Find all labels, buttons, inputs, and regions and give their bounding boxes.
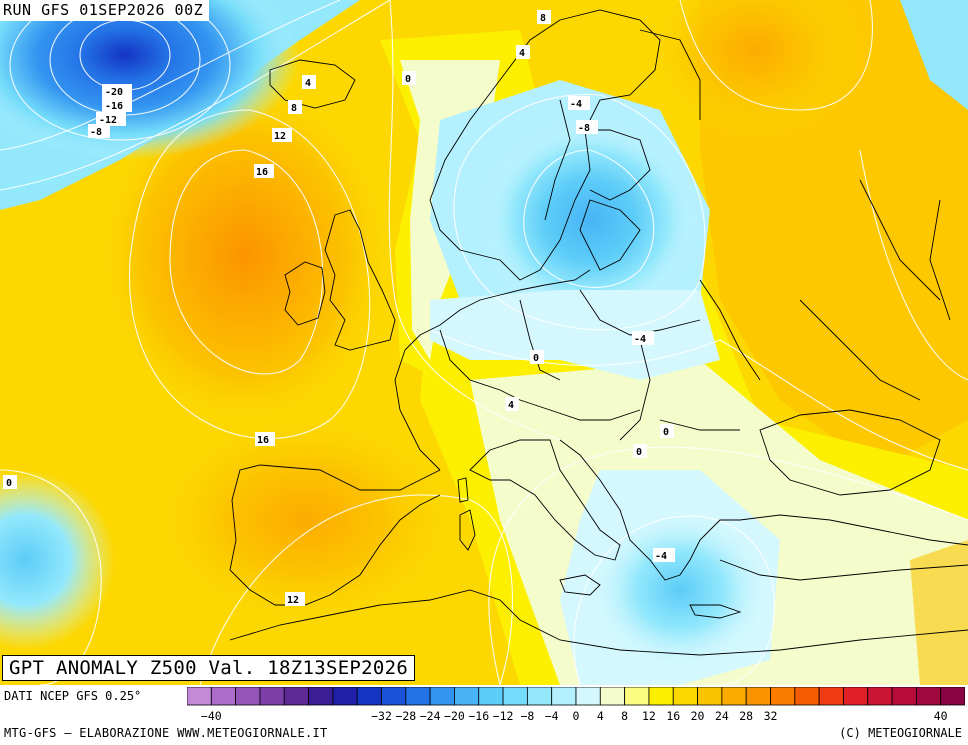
color-swatch [648,687,674,706]
contour-labels: -20 -16 -12 -8 4 8 12 16 0 8 4 -4 -8 -4 … [3,10,675,606]
contour-label: 16 [257,435,269,446]
contour-label: 12 [274,131,286,142]
color-swatch [235,687,261,706]
contour-label: 8 [540,13,546,24]
color-swatch [697,687,723,706]
contour-label: 4 [508,400,514,411]
color-swatch [818,687,844,706]
color-swatch [745,687,771,706]
contour-label: 0 [636,447,642,458]
color-swatch [454,687,480,706]
scale-tick-label: 0 [573,709,580,723]
contour-label: 4 [519,48,525,59]
footer-credits: MTG-GFS – ELABORAZIONE WWW.METEOGIORNALE… [4,726,328,740]
scale-tick-label: −32 [371,709,392,723]
contour-label: -8 [578,123,590,134]
contour-label: 0 [533,353,539,364]
scale-tick-label: −8 [520,709,534,723]
scale-tick-label: −24 [420,709,441,723]
run-label: RUN GFS 01SEP2026 00Z [0,0,210,21]
color-swatch [794,687,820,706]
color-swatch [283,687,309,706]
scale-tick-label: 32 [764,709,778,723]
contour-label: -8 [90,127,102,138]
scale-tick-label: 12 [642,709,656,723]
contour-label: 0 [6,478,12,489]
scale-tick-label: −28 [395,709,416,723]
contour-label: -4 [634,334,646,345]
color-swatch [429,687,455,706]
color-swatch [867,687,893,706]
color-swatch [187,687,212,706]
scale-tick-label: −20 [444,709,465,723]
scale-tick-label: 16 [666,709,680,723]
footer-copyright: (C) METEOGIORNALE [839,726,962,740]
color-swatch [478,687,504,706]
scale-tick-label: −40 [201,709,222,723]
color-swatch [940,687,965,706]
scale-tick-label: 40 [934,709,948,723]
scale-tick-label: −16 [468,709,489,723]
scale-tick-label: 28 [739,709,753,723]
scale-tick-label: 8 [621,709,628,723]
contour-label: 0 [405,74,411,85]
color-swatch [575,687,601,706]
map-title: GPT ANOMALY Z500 Val. 18Z13SEP2026 [2,655,416,681]
contour-label: 4 [305,78,311,89]
contour-label: -4 [655,551,667,562]
scale-tick-label: −12 [493,709,514,723]
color-swatch [332,687,358,706]
contour-label: -12 [99,115,117,126]
color-swatch [624,687,650,706]
contour-label: 12 [287,595,299,606]
color-swatch [526,687,553,706]
anomaly-map: -20 -16 -12 -8 4 8 12 16 0 8 4 -4 -8 -4 … [0,0,968,685]
contour-label: -16 [105,101,123,112]
color-swatch [843,687,869,706]
color-swatch [381,687,407,706]
color-swatch [599,687,626,706]
color-swatch [551,687,577,706]
color-swatch [308,687,334,706]
color-swatch [770,687,796,706]
color-swatch [405,687,431,706]
color-scale-legend: −40 −32 −28 −24 −20 −16 −12 −8 −4 0 4 8 12 16 20 24 28 32… [187,687,965,723]
color-swatch [721,687,747,706]
scale-tick-label: 20 [691,709,705,723]
contour-label: -4 [570,99,582,110]
color-swatch [356,687,382,706]
color-swatch [502,687,528,706]
contour-label: 16 [256,167,268,178]
color-swatch [210,687,237,706]
scale-tick-label: 24 [715,709,729,723]
scale-tick-label: 4 [597,709,604,723]
data-source: DATI NCEP GFS 0.25° [4,689,142,703]
contour-label: 8 [291,103,297,114]
contour-label: 0 [663,427,669,438]
color-swatch [672,687,698,706]
color-swatch [891,687,917,706]
contour-label: -20 [105,87,123,98]
color-swatch [915,687,942,706]
scale-tick-label: −4 [545,709,559,723]
color-swatch [259,687,285,706]
